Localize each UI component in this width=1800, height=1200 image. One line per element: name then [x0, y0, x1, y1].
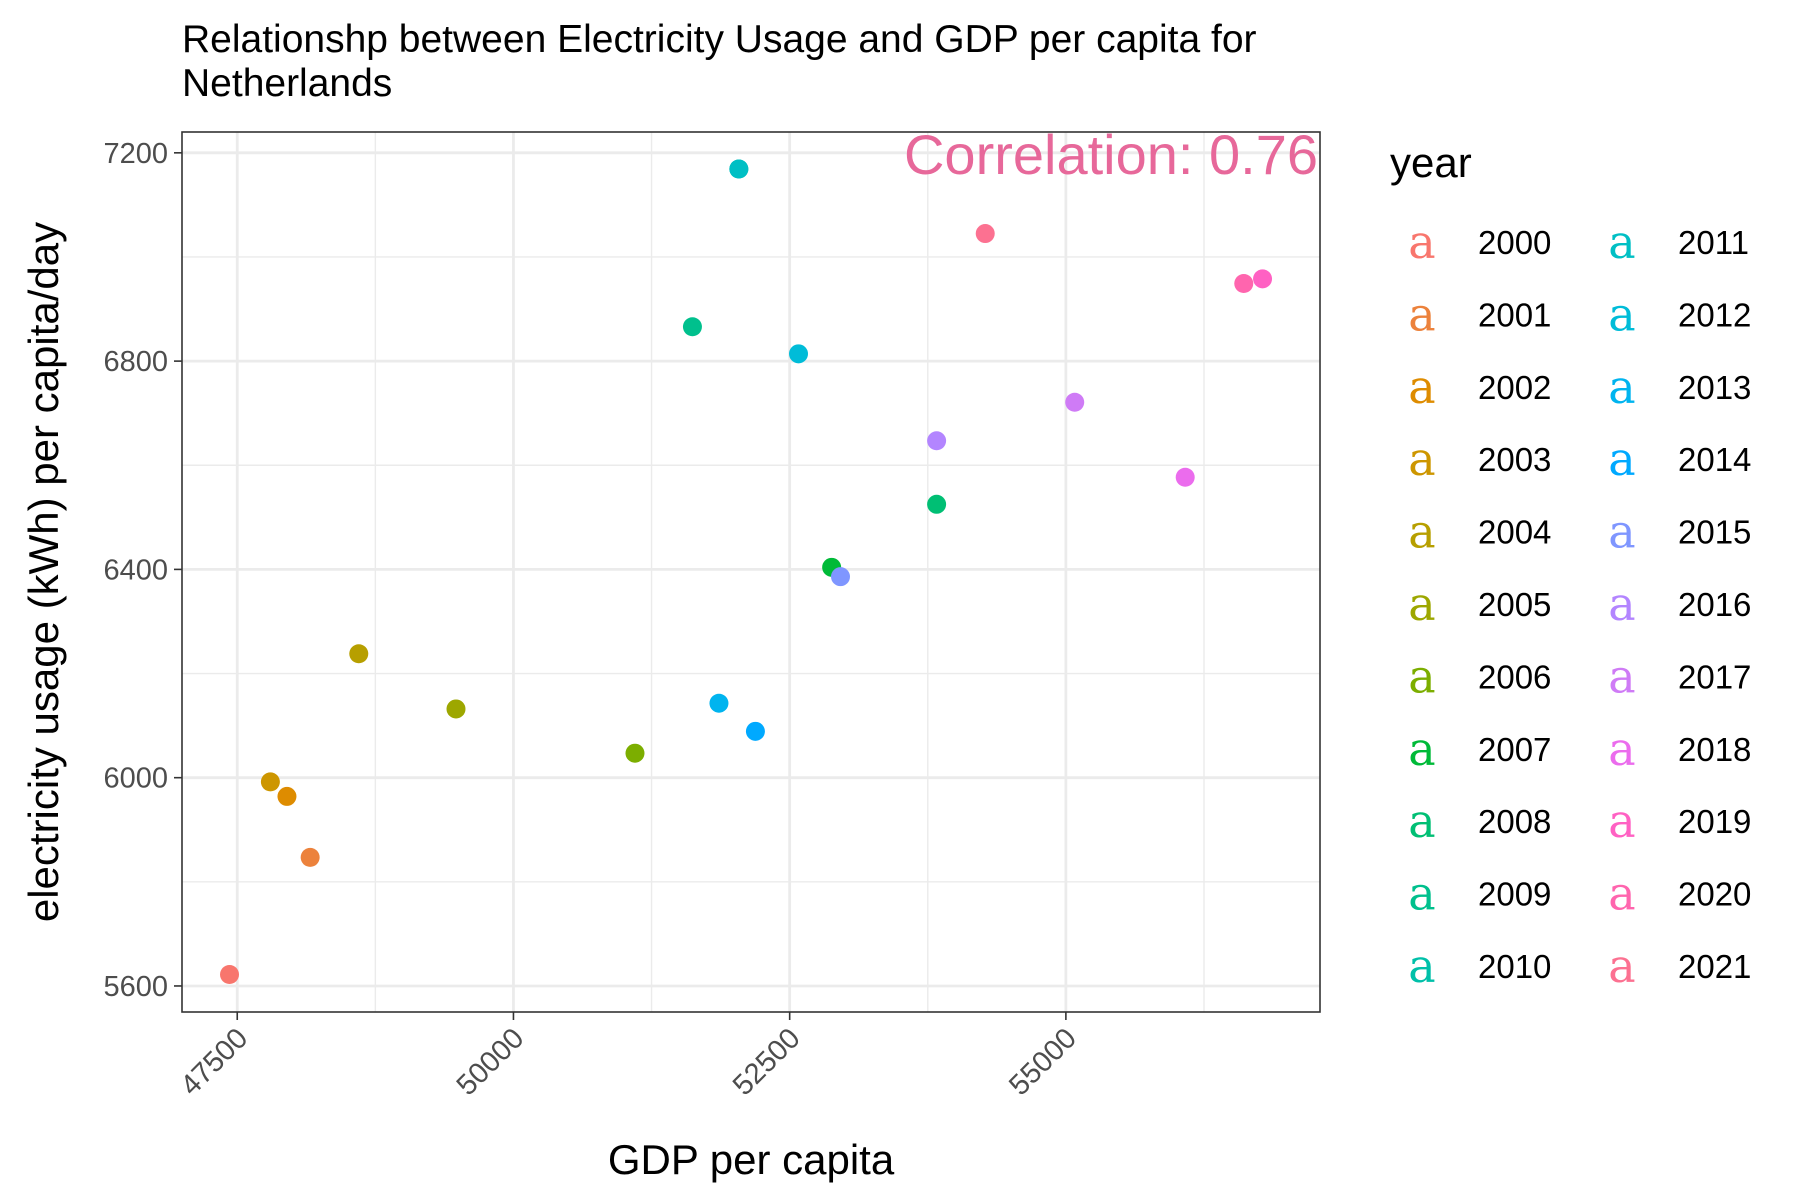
legend-label-2013: 2013 — [1678, 369, 1751, 406]
legend-key-2003: a — [1408, 432, 1435, 486]
data-point-2008 — [927, 494, 947, 514]
data-point-2012 — [789, 344, 809, 364]
legend-key-2014: a — [1608, 432, 1635, 486]
y-tick-label: 6800 — [103, 346, 168, 378]
legend-key-2008: a — [1408, 794, 1435, 848]
legend-label-2004: 2004 — [1478, 514, 1551, 551]
legend-label-2014: 2014 — [1678, 441, 1751, 478]
legend-key-2011: a — [1608, 215, 1635, 269]
data-point-2009 — [682, 317, 702, 337]
legend-label-2001: 2001 — [1478, 296, 1551, 333]
data-point-2016 — [927, 431, 947, 451]
legend-label-2006: 2006 — [1478, 658, 1551, 695]
data-point-2006 — [625, 743, 645, 763]
legend-key-2006: a — [1408, 649, 1435, 703]
legend-label-2017: 2017 — [1678, 658, 1751, 695]
x-axis-title: GDP per capita — [608, 1136, 895, 1183]
legend-label-2009: 2009 — [1478, 876, 1551, 913]
data-point-2015 — [830, 567, 850, 587]
data-point-2020 — [1234, 274, 1254, 294]
correlation-annotation: Correlation: 0.76 — [904, 123, 1318, 186]
legend-key-2015: a — [1608, 505, 1635, 559]
y-tick-label: 6000 — [103, 763, 168, 795]
data-point-2000 — [220, 965, 240, 985]
x-tick-label: 47500 — [175, 1022, 255, 1102]
legend-label-2018: 2018 — [1678, 731, 1751, 768]
title-line-1: Relationshp between Electricity Usage an… — [182, 18, 1257, 61]
plot-border — [181, 131, 1321, 1013]
legend-key-2001: a — [1408, 287, 1435, 341]
legend-key-2017: a — [1608, 649, 1635, 703]
data-points — [220, 159, 1273, 985]
legend-label-2016: 2016 — [1678, 586, 1751, 623]
y-axis: 5600 6000 6400 6800 7200 — [103, 138, 182, 1003]
plot-panel — [182, 132, 1320, 1012]
chart-title: Relationshp between Electricity Usage an… — [182, 18, 1257, 105]
data-point-2001 — [300, 847, 320, 867]
title-line-2: Netherlands — [182, 62, 392, 105]
legend-key-2000: a — [1408, 215, 1435, 269]
y-tick-label: 7200 — [103, 138, 168, 170]
legend-label-2002: 2002 — [1478, 369, 1551, 406]
data-point-2019 — [1253, 269, 1273, 289]
legend-key-2016: a — [1608, 577, 1635, 631]
major-gridlines — [182, 132, 1320, 1012]
data-point-2013 — [709, 693, 729, 713]
legend-label-2000: 2000 — [1478, 224, 1551, 261]
legend-key-2018: a — [1608, 722, 1635, 776]
legend-title: year — [1390, 139, 1472, 186]
legend-label-2011: 2011 — [1678, 224, 1749, 261]
data-point-2003 — [260, 772, 280, 792]
data-point-2002 — [277, 786, 297, 806]
legend-label-2007: 2007 — [1478, 731, 1551, 768]
y-tick-label: 5600 — [103, 971, 168, 1003]
legend-label-2019: 2019 — [1678, 803, 1751, 840]
legend-label-2020: 2020 — [1678, 876, 1751, 913]
y-axis-title: electricity usage (kWh) per capita/day — [20, 222, 67, 922]
data-point-2004 — [349, 644, 369, 664]
legend-key-2019: a — [1608, 794, 1635, 848]
legend-label-2003: 2003 — [1478, 441, 1551, 478]
legend-key-2004: a — [1408, 505, 1435, 559]
legend-key-2010: a — [1408, 939, 1435, 993]
data-point-2018 — [1175, 467, 1195, 487]
legend-key-2007: a — [1408, 722, 1435, 776]
data-point-2021 — [975, 224, 995, 244]
legend-label-2005: 2005 — [1478, 586, 1551, 623]
data-point-2017 — [1065, 392, 1085, 412]
legend-key-2020: a — [1608, 867, 1635, 921]
legend-label-2010: 2010 — [1478, 948, 1551, 985]
legend-label-2021: 2021 — [1678, 948, 1751, 985]
data-point-2005 — [446, 699, 466, 719]
minor-gridlines — [182, 132, 1320, 1012]
x-tick-label: 52500 — [727, 1022, 807, 1102]
legend-key-2009: a — [1408, 867, 1435, 921]
legend-label-2008: 2008 — [1478, 803, 1551, 840]
legend: year a 2000 a 2001 a 2002 a 2003 a 2004 a 2005 a 2006… — [1390, 139, 1751, 993]
x-tick-label: 50000 — [451, 1022, 531, 1102]
x-tick-label: 55000 — [1003, 1022, 1083, 1102]
legend-items: a 2000 a 2001 a 2002 a 2003 a 2004 a 2005 a 2006 a 2007… — [1408, 215, 1751, 993]
legend-key-2013: a — [1608, 360, 1635, 414]
data-point-2011 — [729, 159, 749, 179]
y-tick-label: 6400 — [103, 554, 168, 586]
legend-key-2021: a — [1608, 939, 1635, 993]
legend-key-2012: a — [1608, 287, 1635, 341]
legend-label-2012: 2012 — [1678, 296, 1751, 333]
data-point-2014 — [745, 721, 765, 741]
legend-key-2002: a — [1408, 360, 1435, 414]
x-axis: 47500 50000 52500 55000 — [175, 1012, 1083, 1102]
legend-label-2015: 2015 — [1678, 514, 1751, 551]
legend-key-2005: a — [1408, 577, 1435, 631]
